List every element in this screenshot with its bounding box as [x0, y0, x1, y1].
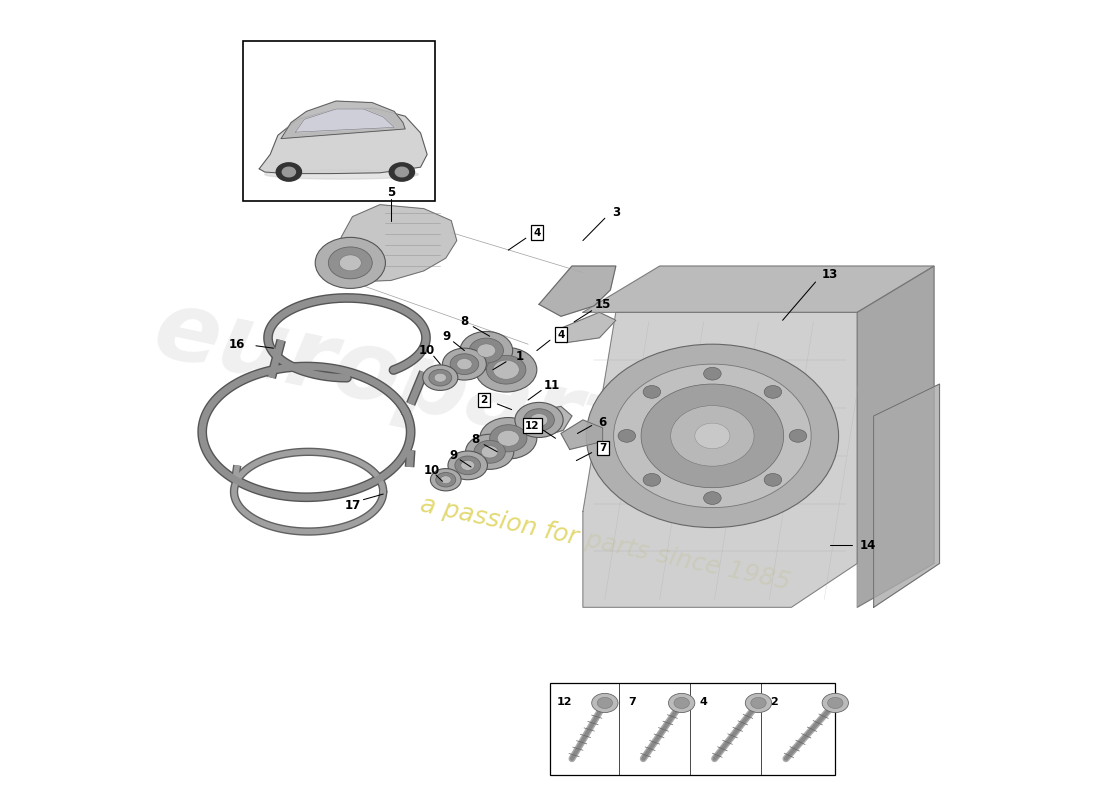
Circle shape: [751, 698, 767, 709]
Circle shape: [674, 698, 690, 709]
Circle shape: [641, 384, 783, 488]
Circle shape: [283, 167, 296, 177]
Circle shape: [339, 255, 361, 271]
Circle shape: [429, 370, 452, 386]
Polygon shape: [519, 406, 572, 436]
Text: 10: 10: [424, 464, 440, 477]
Text: 9: 9: [442, 330, 451, 342]
Circle shape: [456, 358, 472, 370]
Text: 7: 7: [628, 698, 636, 707]
Text: 12: 12: [525, 421, 540, 430]
Circle shape: [475, 347, 537, 392]
Circle shape: [704, 367, 722, 380]
Circle shape: [671, 406, 755, 466]
Circle shape: [669, 694, 695, 713]
Circle shape: [436, 473, 455, 487]
Circle shape: [827, 698, 843, 709]
Polygon shape: [857, 266, 934, 607]
Text: 15: 15: [594, 298, 610, 311]
Circle shape: [470, 338, 504, 363]
Circle shape: [465, 434, 514, 470]
Circle shape: [695, 423, 730, 449]
Polygon shape: [260, 108, 427, 174]
Circle shape: [592, 694, 618, 713]
Circle shape: [276, 163, 301, 181]
Text: 3: 3: [612, 206, 620, 219]
Polygon shape: [296, 109, 394, 132]
Circle shape: [448, 451, 487, 480]
Circle shape: [597, 698, 613, 709]
Circle shape: [493, 360, 519, 379]
Text: 17: 17: [344, 498, 361, 512]
Text: 8: 8: [471, 434, 480, 446]
Circle shape: [764, 386, 782, 398]
Circle shape: [490, 425, 527, 452]
Circle shape: [644, 386, 661, 398]
Text: 13: 13: [822, 267, 838, 281]
Bar: [243, 42, 434, 201]
Polygon shape: [583, 266, 934, 312]
Text: 2: 2: [770, 698, 779, 707]
Circle shape: [461, 460, 474, 470]
Circle shape: [430, 469, 461, 491]
Circle shape: [450, 354, 478, 374]
Circle shape: [524, 409, 554, 431]
Text: 10: 10: [419, 344, 436, 357]
Ellipse shape: [265, 170, 418, 179]
Text: 4: 4: [558, 330, 564, 340]
Circle shape: [440, 476, 451, 484]
Text: 4: 4: [700, 698, 707, 707]
Text: 4: 4: [534, 227, 540, 238]
Circle shape: [481, 446, 498, 458]
Text: 8: 8: [460, 315, 469, 328]
Text: europarts: europarts: [145, 282, 691, 486]
Circle shape: [586, 344, 838, 527]
Text: 16: 16: [229, 338, 245, 350]
Circle shape: [455, 456, 481, 474]
Circle shape: [316, 238, 385, 288]
Circle shape: [644, 474, 661, 486]
Polygon shape: [873, 384, 939, 607]
Circle shape: [618, 430, 636, 442]
Text: 11: 11: [544, 379, 560, 392]
Bar: [550, 683, 835, 774]
Polygon shape: [331, 205, 456, 282]
Circle shape: [486, 355, 526, 384]
Circle shape: [422, 365, 458, 390]
Circle shape: [497, 430, 519, 446]
Text: 2: 2: [481, 395, 487, 405]
Polygon shape: [556, 312, 616, 342]
Circle shape: [460, 331, 513, 370]
Text: 14: 14: [860, 538, 877, 551]
Circle shape: [480, 418, 537, 459]
Circle shape: [442, 348, 486, 380]
Circle shape: [789, 430, 806, 442]
Circle shape: [746, 694, 771, 713]
Circle shape: [389, 163, 415, 181]
Text: 7: 7: [600, 443, 606, 453]
Circle shape: [395, 167, 408, 177]
Polygon shape: [561, 420, 603, 450]
Text: 5: 5: [387, 186, 395, 199]
Text: 9: 9: [449, 450, 458, 462]
Polygon shape: [539, 266, 616, 316]
Circle shape: [329, 247, 372, 279]
Circle shape: [474, 441, 505, 463]
Circle shape: [477, 344, 496, 358]
Circle shape: [614, 364, 811, 508]
Polygon shape: [583, 312, 857, 607]
Polygon shape: [282, 101, 405, 138]
Circle shape: [434, 374, 447, 382]
Circle shape: [530, 414, 548, 426]
Text: 1: 1: [515, 350, 524, 362]
Text: a passion for parts since 1985: a passion for parts since 1985: [418, 493, 792, 594]
Text: 6: 6: [598, 416, 607, 429]
Circle shape: [764, 474, 782, 486]
Text: 12: 12: [557, 698, 572, 707]
Circle shape: [704, 492, 722, 505]
Circle shape: [515, 402, 563, 438]
Circle shape: [822, 694, 848, 713]
